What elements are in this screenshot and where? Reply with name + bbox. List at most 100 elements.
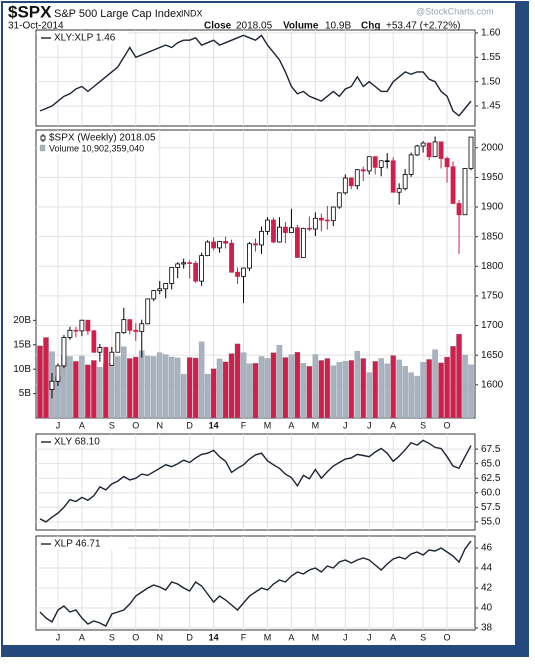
candle-body (205, 241, 211, 257)
y-tick-label: 1750 (481, 291, 504, 302)
volume-bar (402, 366, 408, 419)
volume-bar (438, 362, 444, 419)
volume-bar (91, 360, 97, 419)
line-series (39, 439, 472, 523)
candle-body (265, 219, 270, 232)
volume-bar (109, 364, 115, 419)
candle-body (103, 347, 109, 366)
candle-body (163, 283, 169, 290)
candle-body (438, 141, 444, 159)
candle-body (456, 203, 462, 216)
candle-body (121, 319, 127, 334)
legend-label: XLY:XLP 1.46 (54, 33, 116, 44)
x-tick-label: F (241, 420, 247, 430)
candle-body (300, 227, 306, 258)
volume-bar (360, 358, 366, 419)
candle-body (277, 226, 282, 243)
volume-bar (156, 352, 163, 419)
volume-bar (330, 365, 337, 419)
volume-bar (288, 354, 295, 419)
volume-bar (366, 372, 372, 419)
volume-bar (432, 349, 438, 419)
y-tick-label: 2000 (481, 142, 504, 153)
y-tick-label: 65.0 (481, 458, 501, 469)
index-name: S&P 500 Large Cap Index (54, 8, 182, 20)
volume-bar (426, 359, 432, 419)
y-tick-label: 42 (481, 583, 493, 594)
volume-bar (67, 356, 73, 419)
y-tick-label: 1900 (481, 202, 504, 213)
candle-body (211, 241, 216, 249)
x-tick-label: O (132, 632, 139, 642)
volume-bar (354, 350, 361, 419)
y-tick-label: 1950 (481, 172, 504, 183)
candle-body (253, 243, 258, 246)
volume-bar (144, 355, 151, 419)
candle-body (318, 217, 324, 221)
volume-bar (192, 357, 199, 419)
candle-body (289, 227, 294, 233)
volume-bar (252, 363, 259, 419)
volume-bar (462, 354, 468, 419)
volume-bar (336, 362, 343, 419)
candle-body (366, 156, 372, 172)
y-tick-label: 1.60 (481, 28, 501, 39)
candle-body (390, 160, 396, 193)
volume-bar (79, 355, 85, 419)
candle-body (312, 217, 318, 230)
y-tick-label: 57.5 (481, 502, 501, 513)
volume-bar (408, 372, 414, 419)
candle-body (402, 174, 408, 190)
legend-box (38, 538, 128, 550)
candle-body (55, 365, 61, 382)
candle-body (426, 142, 432, 158)
candle-body (450, 166, 456, 204)
candle-body (330, 206, 336, 222)
x-tick-label: D (186, 420, 193, 430)
volume-bar (222, 361, 229, 419)
volume-bar (348, 360, 355, 419)
legend-box (38, 436, 128, 448)
candle-body (462, 168, 468, 216)
y-tick-label: 1800 (481, 261, 504, 272)
candle-body (241, 267, 246, 277)
volume-bar (240, 352, 247, 419)
x-tick-label: N (156, 632, 163, 642)
candle-body (79, 319, 85, 332)
y-tick-label: 62.5 (481, 473, 501, 484)
y-tick-label: 1.45 (481, 101, 501, 112)
volume-bar (276, 345, 283, 419)
candle-body (175, 263, 181, 268)
volume-bar (378, 358, 384, 419)
volume-bar (372, 361, 378, 419)
candle-body (133, 329, 139, 332)
candle-body (247, 243, 252, 269)
volume-bar (174, 357, 181, 419)
candle-body (420, 142, 426, 147)
volume-bar (37, 345, 43, 419)
y-tick-label: 1600 (481, 379, 504, 390)
x-tick-label: J (343, 420, 348, 430)
candle-body (61, 337, 67, 367)
candle-body (360, 169, 366, 172)
x-tick-label: 14 (209, 420, 219, 430)
candle-body (324, 219, 330, 222)
close-value: 2018.05 (236, 21, 273, 32)
candle-body (414, 145, 420, 156)
x-tick-label: O (132, 420, 139, 430)
chg-value: +53.47 (+2.72%) (386, 21, 461, 32)
x-tick-label: A (390, 420, 396, 430)
volume-bar (139, 350, 145, 419)
volume-bar (150, 356, 157, 419)
candle-body (115, 332, 121, 353)
candle-body (444, 158, 450, 168)
candle-body (169, 267, 175, 284)
candle-body (336, 192, 342, 208)
legend-box (38, 32, 128, 44)
candle-body (199, 255, 205, 282)
volume-bar (318, 360, 325, 419)
candle-body (73, 329, 79, 332)
y-tick-label: 1650 (481, 350, 504, 361)
volume-bar (324, 358, 331, 419)
candle-body (145, 298, 151, 325)
